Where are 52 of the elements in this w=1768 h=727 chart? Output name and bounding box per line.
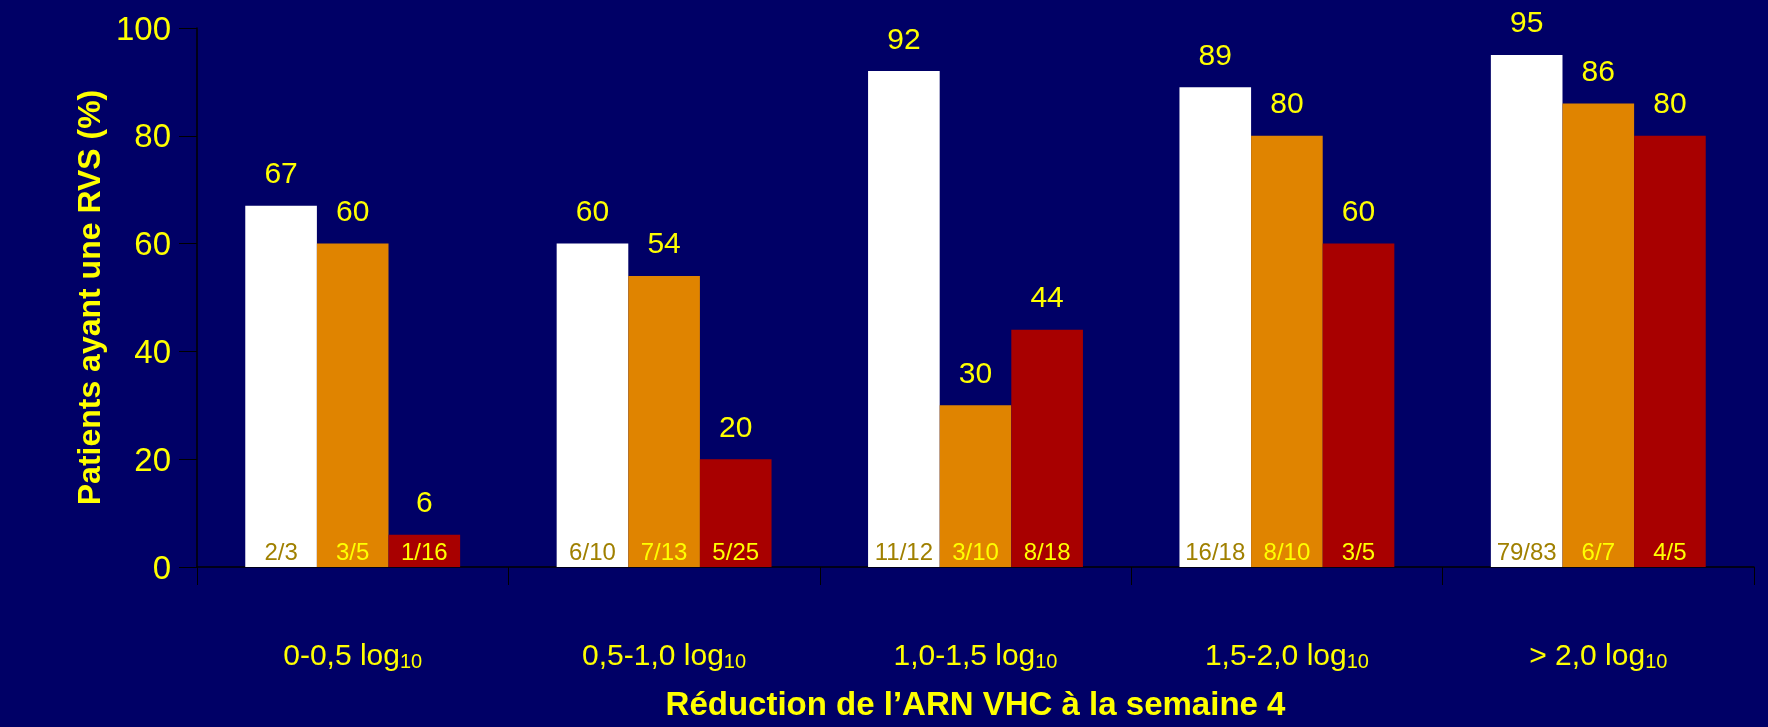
annotation: 5/25 — [712, 537, 760, 565]
data-label: 6 — [415, 485, 433, 519]
bar — [1322, 243, 1395, 567]
bar — [628, 275, 700, 567]
bar — [1490, 54, 1563, 567]
annotation: 6/7 — [1581, 537, 1615, 565]
data-label: 54 — [647, 226, 681, 260]
annotation: 2/3 — [264, 537, 298, 565]
bar — [1251, 135, 1323, 567]
bar — [699, 459, 772, 567]
data-label: 60 — [336, 194, 370, 228]
data-label: 86 — [1581, 53, 1615, 87]
annotation: 16/18 — [1185, 537, 1246, 565]
data-label: 60 — [1341, 194, 1376, 228]
bar — [316, 243, 389, 567]
annotation: 79/83 — [1496, 537, 1557, 565]
y-tick-label: 100 — [115, 9, 171, 47]
annotation: 1/16 — [400, 537, 448, 565]
data-label: 80 — [1270, 86, 1304, 120]
annotation: 6/10 — [569, 537, 616, 565]
y-tick-label: 60 — [134, 225, 171, 263]
data-label: 20 — [719, 409, 753, 443]
data-label: 95 — [1509, 5, 1544, 39]
bar — [868, 71, 940, 567]
annotation: 8/18 — [1023, 537, 1071, 565]
bar — [1634, 135, 1706, 567]
bar — [556, 243, 629, 567]
y-tick-label: 20 — [134, 440, 171, 478]
y-tick-label: 80 — [134, 117, 171, 155]
data-label: 67 — [264, 156, 298, 190]
y-tick-label: 40 — [134, 332, 171, 370]
bar — [939, 405, 1012, 567]
bar — [1011, 329, 1083, 567]
data-label: 60 — [575, 194, 610, 228]
data-label: 89 — [1198, 37, 1232, 71]
annotation: 3/10 — [952, 537, 999, 565]
data-label: 92 — [887, 21, 921, 55]
data-label: 80 — [1653, 86, 1687, 120]
y-tick-label: 0 — [152, 548, 171, 586]
annotation: 3/5 — [1341, 537, 1376, 565]
data-label: 44 — [1030, 280, 1064, 314]
bar — [1562, 103, 1635, 567]
bar — [245, 205, 317, 567]
y-axis-title: Patients ayant une RVS (%) — [71, 89, 108, 506]
annotation: 4/5 — [1653, 537, 1687, 565]
annotation: 11/12 — [874, 537, 934, 565]
x-axis-title: Réduction de l’ARN VHC à la semaine 4 — [665, 685, 1287, 722]
annotation: 7/13 — [640, 537, 688, 565]
annotation: 3/5 — [336, 537, 370, 565]
data-label: 30 — [958, 355, 993, 389]
bar — [1179, 87, 1252, 567]
annotation: 8/10 — [1263, 537, 1311, 565]
